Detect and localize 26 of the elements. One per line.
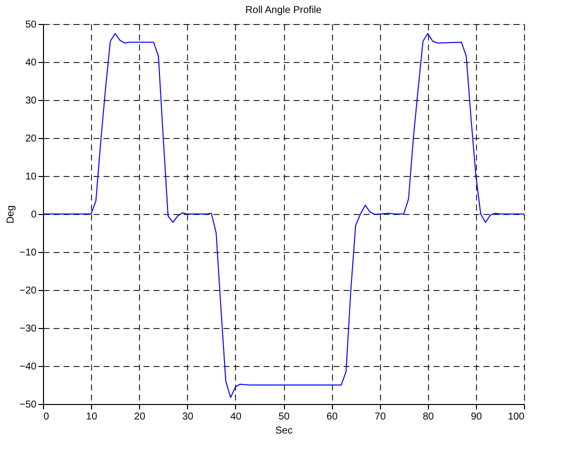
y-tick-label: 50 [25,20,37,30]
y-tick-label: −50 [20,400,37,410]
x-tick-label: 0 [44,412,50,422]
x-tick-label: 80 [422,412,434,422]
y-tick-label: −30 [20,324,37,334]
x-tick-label: 10 [86,412,98,422]
line-series [43,33,524,398]
y-tick-label: 0 [30,210,37,220]
y-tick-label: −20 [20,286,37,296]
x-tick-label: 60 [326,412,338,422]
x-tick-label: 100 [508,412,525,422]
x-tick-label: 30 [182,412,194,422]
y-tick-label: 40 [25,58,37,68]
y-tick-label: 10 [25,172,37,182]
x-tick-label: 50 [278,412,290,422]
y-axis-title: Deg [6,205,17,224]
chart-title: Roll Angle Profile [245,5,322,16]
x-axis-title: Sec [275,426,293,436]
x-tick-label: 90 [470,412,482,422]
y-tick-label: −40 [20,362,37,372]
x-tick-label: 70 [374,412,386,422]
y-tick-label: 20 [25,134,37,144]
x-tick-label: 20 [134,412,146,422]
y-tick-label: −10 [20,248,37,258]
x-tick-label: 40 [230,412,242,422]
y-tick-label: 30 [25,96,37,106]
